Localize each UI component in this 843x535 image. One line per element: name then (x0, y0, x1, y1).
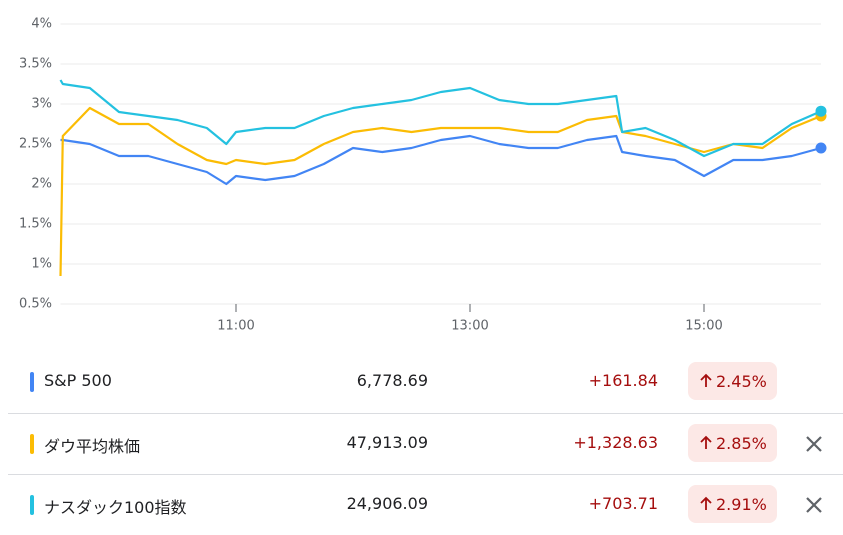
y-tick-label: 3% (31, 97, 52, 112)
index-price: 47,913.09 (346, 433, 428, 452)
up-arrow (700, 435, 712, 449)
series-line (59, 106, 822, 277)
close-icon (806, 497, 822, 513)
index-price: 24,906.09 (346, 494, 428, 513)
remove-button[interactable] (802, 493, 826, 517)
remove-button[interactable] (802, 432, 826, 456)
price-change: +161.84 (588, 371, 658, 390)
table-row: ナスダック100指数 24,906.09 +703.71 2.91% (8, 474, 843, 535)
price-change: +1,328.63 (573, 433, 658, 452)
x-tick-label: 13:00 (451, 319, 488, 334)
percent-value: 2.85% (716, 433, 767, 453)
x-tick-label: 15:00 (685, 319, 722, 334)
percent-badge: 2.91% (688, 485, 777, 523)
end-point (815, 142, 827, 154)
percent-badge: 2.45% (688, 362, 777, 400)
up-arrow (700, 496, 712, 510)
end-point (815, 105, 827, 117)
y-tick-label: 4% (31, 17, 52, 32)
table-row: S&P 500 6,778.69 +161.84 2.45% (8, 352, 843, 412)
chart: 0.5% 1% 1.5% 2% 2.5% 3% 3.5% 4% 11:00 13:00 15:00 (19, 17, 827, 334)
y-tick-label: 0.5% (19, 297, 52, 312)
up-arrow (700, 373, 712, 387)
y-tick-label: 2% (31, 177, 52, 192)
y-tick-label: 1.5% (19, 217, 52, 232)
table-row: ダウ平均株価 47,913.09 +1,328.63 2.85% (8, 413, 843, 474)
series-line (60, 134, 822, 186)
series-line (59, 79, 822, 158)
series-swatch (30, 495, 34, 515)
series-swatch (30, 372, 34, 392)
x-tick-label: 11:00 (217, 319, 254, 334)
index-name: ダウ平均株価 (44, 437, 141, 456)
index-price: 6,778.69 (356, 371, 428, 390)
series-swatch (30, 434, 34, 454)
y-tick-label: 1% (31, 257, 52, 272)
price-change: +703.71 (588, 494, 658, 513)
percent-badge: 2.85% (688, 424, 777, 462)
percent-value: 2.91% (716, 494, 767, 514)
index-name: S&P 500 (44, 371, 112, 390)
close-icon (806, 436, 822, 452)
y-tick-label: 3.5% (19, 57, 52, 72)
index-name: ナスダック100指数 (44, 498, 187, 517)
y-tick-label: 2.5% (19, 137, 52, 152)
percent-value: 2.45% (716, 371, 767, 391)
